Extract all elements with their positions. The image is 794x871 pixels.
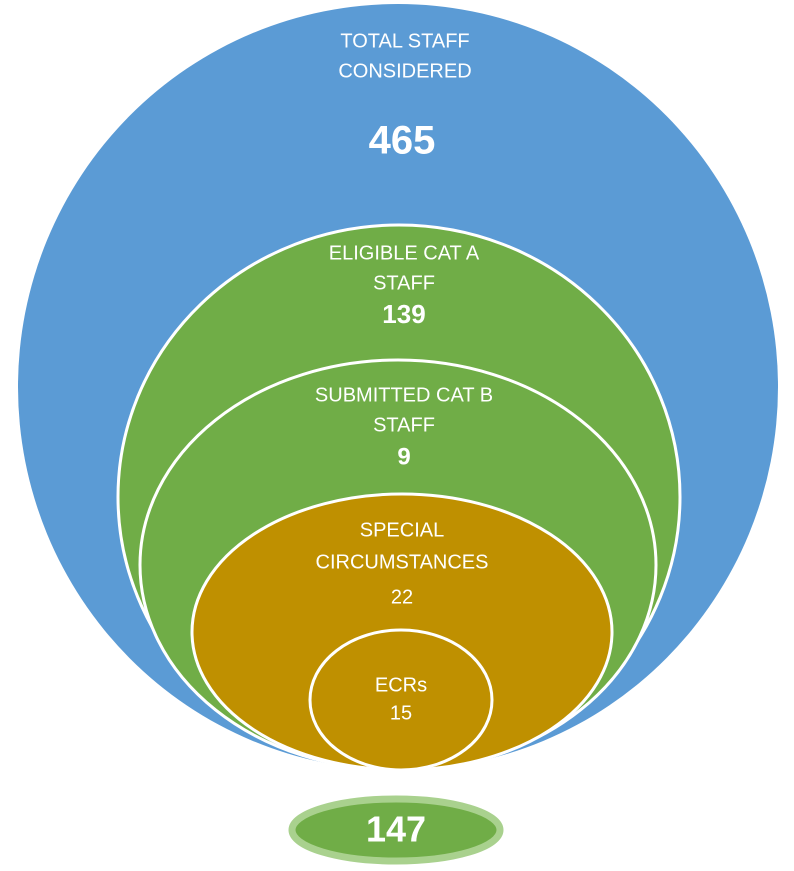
label: CONSIDERED	[338, 60, 471, 82]
total-oval	[288, 795, 504, 865]
label: SUBMITTED CAT B	[315, 384, 493, 406]
label: TOTAL STAFF	[340, 30, 469, 52]
ecr-circle	[308, 628, 494, 772]
total-value: 147	[366, 809, 426, 850]
value: 465	[369, 119, 436, 163]
value: 139	[382, 299, 425, 329]
label: SPECIAL	[360, 519, 444, 541]
label: ECRs	[375, 674, 427, 696]
value: 15	[390, 702, 412, 724]
label: STAFF	[373, 272, 435, 294]
label: STAFF	[373, 414, 435, 436]
value: 9	[397, 443, 410, 470]
label: CIRCUMSTANCES	[316, 551, 489, 573]
label: ELIGIBLE CAT A	[329, 242, 480, 264]
value: 22	[391, 586, 413, 608]
